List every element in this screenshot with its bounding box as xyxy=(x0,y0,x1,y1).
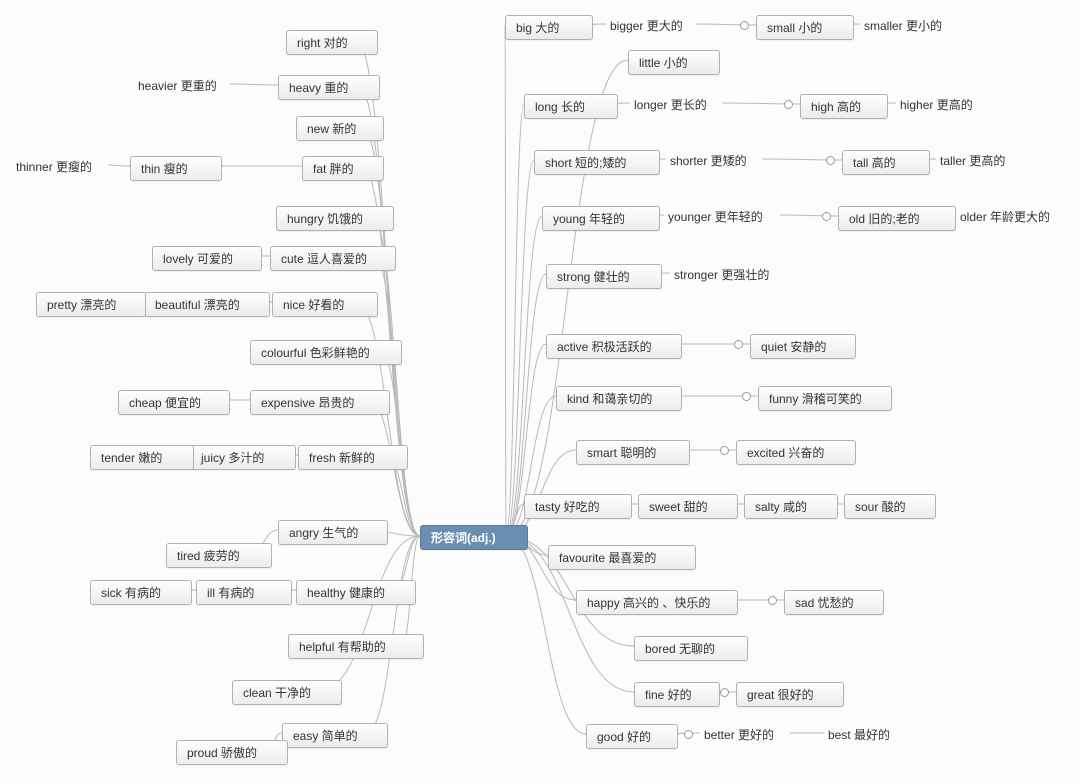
node-smart: smart 聪明的 xyxy=(576,440,690,465)
node-healthy: healthy 健康的 xyxy=(296,580,416,605)
node-ill: ill 有病的 xyxy=(196,580,292,605)
node-tender: tender 嫩的 xyxy=(90,445,194,470)
connector-dot xyxy=(826,156,835,165)
root-node: 形容词(adj.) xyxy=(420,525,528,550)
connector-dot xyxy=(684,730,693,739)
node-good: good 好的 xyxy=(586,724,678,749)
edge xyxy=(505,25,506,536)
node-sad: sad 忧愁的 xyxy=(784,590,884,615)
node-old: old 旧的;老的 xyxy=(838,206,956,231)
node-sour: sour 酸的 xyxy=(844,494,936,519)
node-higher: higher 更高的 xyxy=(896,94,996,115)
edge xyxy=(320,536,420,690)
node-tasty: tasty 好吃的 xyxy=(524,494,632,519)
node-tall: tall 高的 xyxy=(842,150,930,175)
node-kind: kind 和蔼亲切的 xyxy=(556,386,682,411)
node-sweet: sweet 甜的 xyxy=(638,494,738,519)
node-lovely: lovely 可爱的 xyxy=(152,246,262,271)
node-young: young 年轻的 xyxy=(542,206,660,231)
connector-dot xyxy=(768,596,777,605)
node-strong: strong 健壮的 xyxy=(546,264,662,289)
node-bigger: bigger 更大的 xyxy=(606,15,704,36)
node-younger: younger 更年轻的 xyxy=(664,206,788,227)
edge xyxy=(506,450,576,536)
node-best: best 最好的 xyxy=(824,724,918,745)
node-new: new 新的 xyxy=(296,116,384,141)
node-easy: easy 简单的 xyxy=(282,723,388,748)
edge xyxy=(356,302,420,536)
node-tired: tired 疲劳的 xyxy=(166,543,272,568)
node-fat: fat 胖的 xyxy=(302,156,384,181)
connector-dot xyxy=(720,446,729,455)
node-older: older 年龄更大的 xyxy=(956,206,1074,227)
node-small: small 小的 xyxy=(756,15,854,40)
node-colourful: colourful 色彩鲜艳的 xyxy=(250,340,402,365)
node-thinner: thinner 更瘦的 xyxy=(12,156,116,177)
node-active: active 积极活跃的 xyxy=(546,334,682,359)
node-stronger: stronger 更强壮的 xyxy=(670,264,794,285)
node-shorter: shorter 更矮的 xyxy=(666,150,770,171)
node-cute: cute 逗人喜爱的 xyxy=(270,246,396,271)
node-beautiful: beautiful 漂亮的 xyxy=(144,292,270,317)
node-high: high 高的 xyxy=(800,94,888,119)
node-hungry: hungry 饥饿的 xyxy=(276,206,394,231)
connector-dot xyxy=(720,688,729,697)
node-better: better 更好的 xyxy=(700,724,798,745)
node-short: short 短的;矮的 xyxy=(534,150,660,175)
edge xyxy=(506,104,524,536)
node-fresh: fresh 新鲜的 xyxy=(298,445,408,470)
node-pretty: pretty 漂亮的 xyxy=(36,292,146,317)
node-quiet: quiet 安静的 xyxy=(750,334,856,359)
node-sick: sick 有病的 xyxy=(90,580,192,605)
connector-dot xyxy=(784,100,793,109)
node-thin: thin 瘦的 xyxy=(130,156,222,181)
node-favourite: favourite 最喜爱的 xyxy=(548,545,696,570)
node-happy: happy 高兴的 、快乐的 xyxy=(576,590,738,615)
edge xyxy=(362,126,420,536)
node-fine: fine 好的 xyxy=(634,682,720,707)
node-great: great 很好的 xyxy=(736,682,844,707)
node-clean: clean 干净的 xyxy=(232,680,342,705)
node-right: right 对的 xyxy=(286,30,378,55)
node-expensive: expensive 昂贵的 xyxy=(250,390,390,415)
node-nice: nice 好看的 xyxy=(272,292,378,317)
node-bored: bored 无聊的 xyxy=(634,636,748,661)
node-proud: proud 骄傲的 xyxy=(176,740,288,765)
node-heavier: heavier 更重的 xyxy=(134,75,238,96)
edge xyxy=(506,216,542,536)
node-heavy: heavy 重的 xyxy=(278,75,380,100)
node-big: big 大的 xyxy=(505,15,593,40)
node-excited: excited 兴奋的 xyxy=(736,440,856,465)
edge xyxy=(506,160,534,536)
node-cheap: cheap 便宜的 xyxy=(118,390,230,415)
node-salty: salty 咸的 xyxy=(744,494,838,519)
edge xyxy=(380,350,420,536)
connector-dot xyxy=(822,212,831,221)
node-helpful: helpful 有帮助的 xyxy=(288,634,424,659)
connector-dot xyxy=(742,392,751,401)
node-funny: funny 滑稽可笑的 xyxy=(758,386,892,411)
node-longer: longer 更长的 xyxy=(630,94,730,115)
node-taller: taller 更高的 xyxy=(936,150,1032,171)
node-smaller: smaller 更小的 xyxy=(860,15,968,36)
connector-dot xyxy=(734,340,743,349)
node-angry: angry 生气的 xyxy=(278,520,388,545)
mindmap-stage: 形容词(adj.) right 对的 heavy 重的 heavier 更重的 new … xyxy=(0,0,1080,784)
node-long: long 长的 xyxy=(524,94,618,119)
connector-dot xyxy=(740,21,749,30)
node-little: little 小的 xyxy=(628,50,720,75)
node-juicy: juicy 多汁的 xyxy=(190,445,296,470)
